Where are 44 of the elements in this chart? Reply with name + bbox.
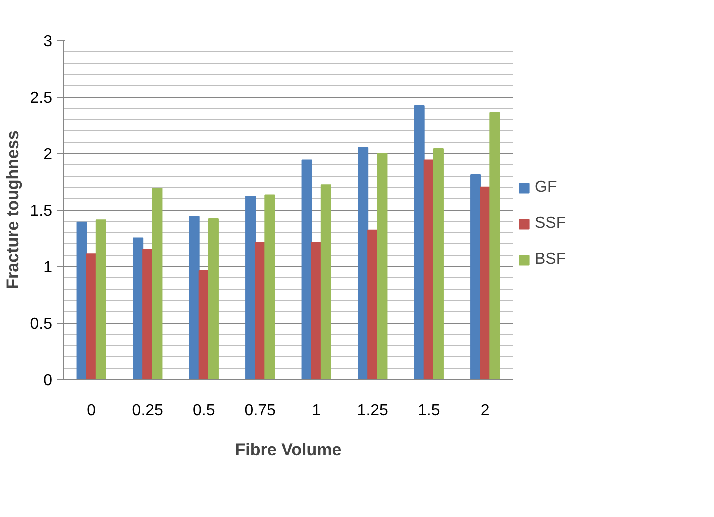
y-tick-label: 3 — [44, 34, 53, 50]
bar — [96, 220, 106, 380]
x-tick-label: 0.75 — [244, 402, 276, 420]
x-tick-label: 0.25 — [132, 402, 164, 420]
bar — [152, 188, 163, 380]
bar — [358, 147, 369, 380]
bar — [470, 174, 482, 380]
y-tick-label: 2.5 — [30, 90, 53, 107]
bar — [490, 112, 500, 380]
bar — [311, 242, 322, 380]
legend-label: SSF — [535, 215, 566, 233]
bar — [414, 106, 425, 380]
bar — [198, 270, 210, 380]
bar — [189, 216, 200, 380]
bar — [320, 184, 332, 380]
bar — [424, 160, 434, 380]
x-axis-title: Fibre Volume — [235, 440, 342, 460]
bar — [480, 186, 491, 380]
y-tick-label: 2 — [44, 146, 53, 164]
legend-label: GF — [535, 179, 558, 197]
bar — [264, 194, 276, 380]
bar — [433, 148, 444, 380]
y-tick-label: 0.5 — [30, 316, 53, 333]
bar — [302, 160, 312, 380]
bar — [246, 196, 256, 380]
bar — [208, 218, 219, 380]
x-tick-label: 2 — [480, 402, 490, 420]
y-tick-label: 1.5 — [30, 203, 53, 220]
x-tick-label: 1 — [312, 402, 322, 420]
y-tick-label: 0 — [44, 372, 53, 390]
bar — [377, 153, 388, 380]
bar — [76, 222, 88, 380]
x-tick-label: 0.5 — [193, 402, 216, 420]
bar — [255, 242, 266, 380]
y-axis-title: Fracture toughness — [3, 130, 22, 290]
y-tick-label: 1 — [44, 260, 53, 276]
bar — [133, 238, 144, 380]
bar — [368, 230, 378, 380]
x-tick-label: 1.25 — [357, 402, 389, 420]
bar — [142, 249, 154, 380]
bar — [86, 254, 97, 380]
x-tick-label: 1.5 — [418, 402, 440, 420]
x-tick-label: 0 — [87, 402, 96, 420]
legend-label: BSF — [535, 251, 566, 269]
